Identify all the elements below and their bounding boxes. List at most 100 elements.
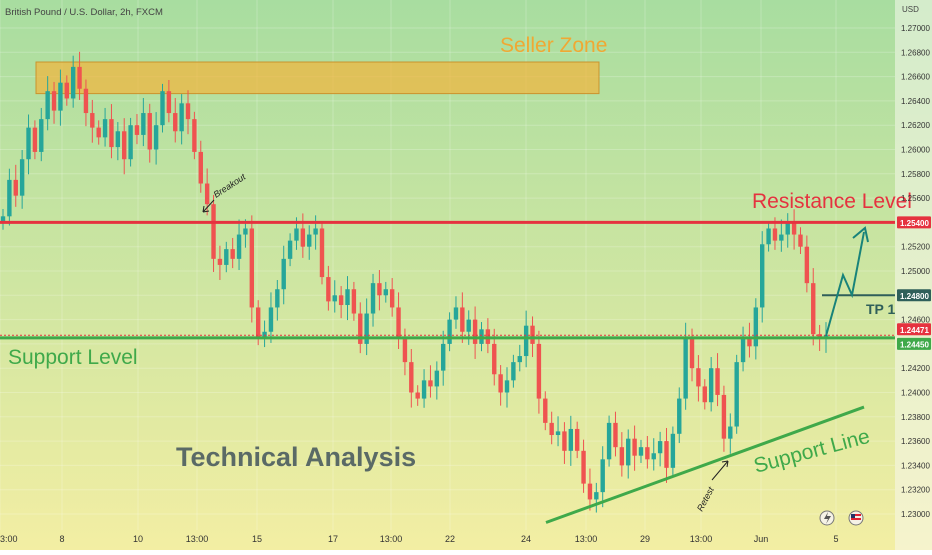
candle [377, 270, 382, 311]
candle [217, 245, 223, 280]
seller-zone-box [35, 61, 600, 95]
candle [70, 55, 76, 108]
price-axis[interactable]: 1.27000 1.26800 1.26600 1.26400 1.26200 1.260… [901, 24, 930, 519]
candle [811, 268, 816, 346]
support-level-label: Support Level [8, 346, 138, 369]
price-tick-label: 1.27000 [901, 24, 930, 33]
candle [472, 306, 478, 359]
candle [7, 168, 12, 226]
candle [657, 431, 663, 467]
candle [268, 292, 274, 343]
candle [83, 79, 89, 127]
time-axis[interactable]: 3:00 8 10 13:00 15 17 13:00 22 24 13:00 29 13:00 Jun… [0, 534, 839, 544]
price-tick-label: 1.26600 [901, 73, 930, 82]
time-tick-label: 13:00 [575, 534, 598, 544]
candle [51, 81, 57, 124]
candle [728, 413, 733, 454]
time-tick-label: 13:00 [690, 534, 713, 544]
candle [555, 416, 561, 447]
candle [224, 241, 229, 273]
projection-arrow [825, 231, 865, 337]
price-tick-label: 1.24600 [901, 316, 930, 325]
candle [364, 298, 369, 356]
candle [19, 149, 25, 209]
candle [243, 219, 248, 248]
candle [702, 379, 707, 410]
candle [434, 361, 440, 400]
candle [721, 385, 727, 452]
time-tick-label: 29 [640, 534, 650, 544]
candle [173, 97, 178, 143]
candle [134, 114, 140, 145]
candle [798, 227, 803, 254]
candlestick-series [0, 51, 829, 513]
candle [409, 349, 414, 408]
candle [568, 415, 574, 466]
candle [453, 296, 459, 329]
candle [64, 75, 69, 106]
candle [549, 411, 554, 445]
time-tick-label: 24 [521, 534, 531, 544]
svg-text:1.24450: 1.24450 [900, 340, 929, 349]
candle [779, 219, 784, 252]
candle [613, 411, 618, 457]
candle [185, 90, 191, 135]
time-tick-label: 15 [252, 534, 262, 544]
candle [45, 76, 50, 131]
candle [753, 298, 759, 360]
candle [179, 94, 184, 145]
candle [370, 273, 376, 327]
candle [594, 482, 599, 513]
price-tick-label: 1.23000 [901, 510, 930, 519]
flag-icon[interactable] [848, 510, 864, 526]
price-tag: 1.24800 [897, 289, 931, 302]
currency-label: USD [902, 5, 919, 14]
candle [338, 286, 344, 319]
price-tag: 1.25400 [897, 216, 931, 229]
time-tick-label: 22 [445, 534, 455, 544]
candle [192, 111, 197, 160]
candle [708, 357, 714, 412]
candle [600, 446, 605, 508]
price-tick-label: 1.26400 [901, 97, 930, 106]
candle [153, 112, 159, 165]
technical-analysis-label: Technical Analysis [176, 442, 416, 472]
candle [281, 245, 286, 305]
candle [287, 233, 293, 267]
candle [664, 427, 669, 483]
candle [804, 235, 810, 293]
candle [421, 369, 427, 408]
symbol-title: British Pound / U.S. Dollar, 2h, FXCM [5, 7, 163, 18]
candle [562, 422, 567, 464]
price-tags: 1.25400 1.24800 1.24471 1.24450 [897, 216, 931, 350]
time-tick-label: 17 [328, 534, 338, 544]
candle [511, 354, 516, 388]
candle [383, 281, 388, 303]
candle [32, 120, 38, 160]
price-tick-label: 1.23800 [901, 413, 930, 422]
price-tick-label: 1.25800 [901, 170, 930, 179]
time-tick-label: Jun [754, 534, 769, 544]
candle [498, 365, 503, 406]
price-tick-label: 1.25200 [901, 243, 930, 252]
candle [619, 432, 625, 477]
candle [428, 365, 433, 398]
candle [632, 425, 637, 471]
candle [747, 322, 752, 358]
price-axis-background [895, 0, 932, 550]
time-tick-label: 8 [59, 534, 64, 544]
candle [275, 279, 280, 321]
candle [441, 330, 446, 386]
candle [141, 97, 146, 147]
candle [358, 302, 363, 354]
candle [102, 107, 108, 147]
candle [319, 221, 325, 285]
time-tick-label: 10 [133, 534, 143, 544]
flash-icon[interactable] [819, 510, 835, 526]
candle [307, 225, 312, 260]
candle [543, 391, 548, 431]
candle [77, 51, 82, 100]
time-tick-label: 13:00 [380, 534, 403, 544]
candle [740, 326, 746, 372]
